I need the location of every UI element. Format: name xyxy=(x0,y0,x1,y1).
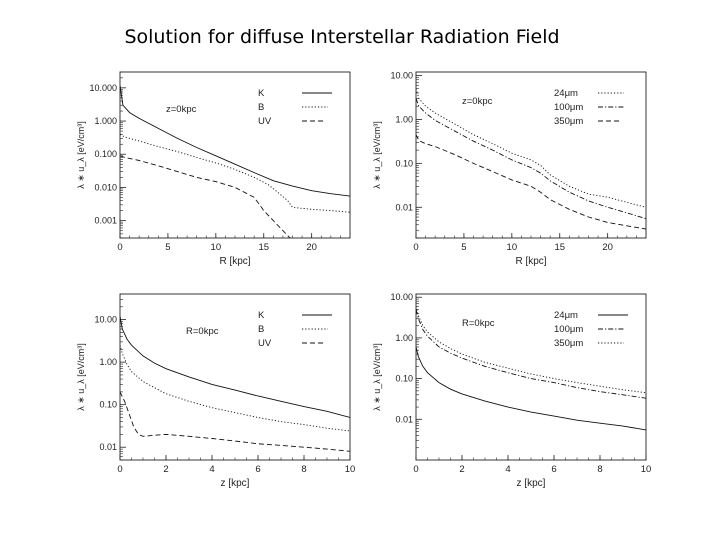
y-tick-label: 10.00 xyxy=(390,70,413,80)
y-tick-label: 0.100 xyxy=(94,149,117,159)
y-tick-label: 1.00 xyxy=(395,114,413,124)
x-tick-label: 0 xyxy=(413,242,418,253)
legend-label: 24μm xyxy=(554,310,578,321)
series-line-1 xyxy=(416,98,646,220)
y-axis-label: λ ∗ u_λ [eV/cm³] xyxy=(76,121,86,189)
x-tick-label: 20 xyxy=(306,242,317,253)
series-line-2 xyxy=(120,391,350,452)
x-tick-label: 10 xyxy=(211,242,222,253)
x-tick-label: 10 xyxy=(641,464,652,475)
x-tick-label: 2 xyxy=(459,464,464,475)
y-axis-label: λ ∗ u_λ [eV/cm³] xyxy=(372,343,382,411)
series-group xyxy=(120,85,350,238)
legend-label: 350μm xyxy=(554,338,583,349)
y-tick-label: 1.00 xyxy=(99,357,117,367)
chart-top-left: 0 5 10 15 20 10.000 1.000 0.100 0.010 0.001 R [kpc… xyxy=(76,71,351,267)
y-tick-label: 0.10 xyxy=(99,400,117,410)
series-line-0 xyxy=(416,88,646,208)
x-tick-label: 10 xyxy=(345,464,356,475)
series-line-2 xyxy=(416,134,646,230)
y-tick-label: 1.000 xyxy=(94,116,117,126)
x-tick-label: 5 xyxy=(165,242,170,253)
y-tick-label: 10.00 xyxy=(390,292,413,302)
series-line-1 xyxy=(120,133,350,213)
series-line-0 xyxy=(416,346,646,431)
panel-annotation: z=0kpc xyxy=(462,96,493,107)
y-tick-label: 0.001 xyxy=(94,216,117,226)
y-tick-label: 0.01 xyxy=(395,414,413,424)
plot-frame xyxy=(119,71,351,239)
y-tick-label: 10.00 xyxy=(94,315,117,325)
series-line-1 xyxy=(416,309,646,399)
x-tick-label: 2 xyxy=(163,464,168,475)
x-axis-label: R [kpc] xyxy=(515,256,546,267)
x-axis-label: R [kpc] xyxy=(219,256,250,267)
series-group xyxy=(120,316,350,452)
chart-bottom-right: 0 2 4 6 8 10 10.00 1.00 0.10 0.01 z [kpc] λ ∗ u_λ [… xyxy=(372,292,652,489)
y-axis-label: λ ∗ u_λ [eV/cm³] xyxy=(76,343,86,411)
x-tick-label: 5 xyxy=(461,242,466,253)
legend-label: B xyxy=(258,324,264,335)
x-tick-label: 4 xyxy=(209,464,214,475)
y-tick-label: 0.01 xyxy=(395,202,413,212)
y-tick-label: 0.01 xyxy=(99,442,117,452)
panel-annotation: R=0kpc xyxy=(462,318,495,329)
legend-label: UV xyxy=(258,338,272,349)
series-line-2 xyxy=(416,306,646,394)
legend-label: 350μm xyxy=(554,116,583,127)
x-axis-label: z [kpc] xyxy=(221,478,250,489)
legend-label: 24μm xyxy=(554,88,578,99)
slide-title: Solution for diffuse Interstellar Radiat… xyxy=(124,26,560,48)
legend-label: K xyxy=(258,310,265,321)
x-tick-label: 6 xyxy=(551,464,556,475)
y-tick-label: 0.010 xyxy=(94,182,117,192)
panel-annotation: R=0kpc xyxy=(186,326,219,337)
series-group xyxy=(416,88,646,230)
legend-label: B xyxy=(258,102,264,113)
series-line-1 xyxy=(120,345,350,432)
x-tick-label: 15 xyxy=(258,242,269,253)
y-tick-label: 10.000 xyxy=(89,83,117,93)
x-tick-label: 20 xyxy=(602,242,613,253)
series-line-2 xyxy=(120,155,291,238)
legend-label: K xyxy=(258,88,265,99)
legend-label: 100μm xyxy=(554,324,583,335)
x-tick-label: 15 xyxy=(554,242,565,253)
chart-top-right: 0 5 10 15 20 10.00 1.00 0.10 0.01 R [kpc] λ ∗ u_λ … xyxy=(372,70,647,267)
legend-label: UV xyxy=(258,116,272,127)
plot-frame xyxy=(415,293,647,461)
x-tick-label: 0 xyxy=(413,464,418,475)
y-tick-label: 1.00 xyxy=(395,333,413,343)
x-tick-label: 6 xyxy=(255,464,260,475)
x-tick-label: 4 xyxy=(505,464,510,475)
x-tick-label: 8 xyxy=(301,464,306,475)
x-tick-label: 0 xyxy=(117,242,122,253)
y-axis-label: λ ∗ u_λ [eV/cm³] xyxy=(372,121,382,189)
x-tick-label: 10 xyxy=(507,242,518,253)
plot-frame xyxy=(119,293,351,461)
panel-annotation: z=0kpc xyxy=(166,104,197,115)
plot-frame xyxy=(415,71,647,239)
x-tick-label: 8 xyxy=(597,464,602,475)
x-tick-label: 0 xyxy=(117,464,122,475)
series-group xyxy=(416,306,646,431)
chart-bottom-left: 0 2 4 6 8 10 10.00 1.00 0.10 0.01 z [kpc] λ ∗ u_λ [… xyxy=(76,293,356,489)
y-tick-label: 0.10 xyxy=(395,374,413,384)
series-line-0 xyxy=(120,316,350,418)
legend-label: 100μm xyxy=(554,102,583,113)
x-axis-label: z [kpc] xyxy=(517,478,546,489)
y-tick-label: 0.10 xyxy=(395,158,413,168)
series-line-0 xyxy=(120,85,350,197)
